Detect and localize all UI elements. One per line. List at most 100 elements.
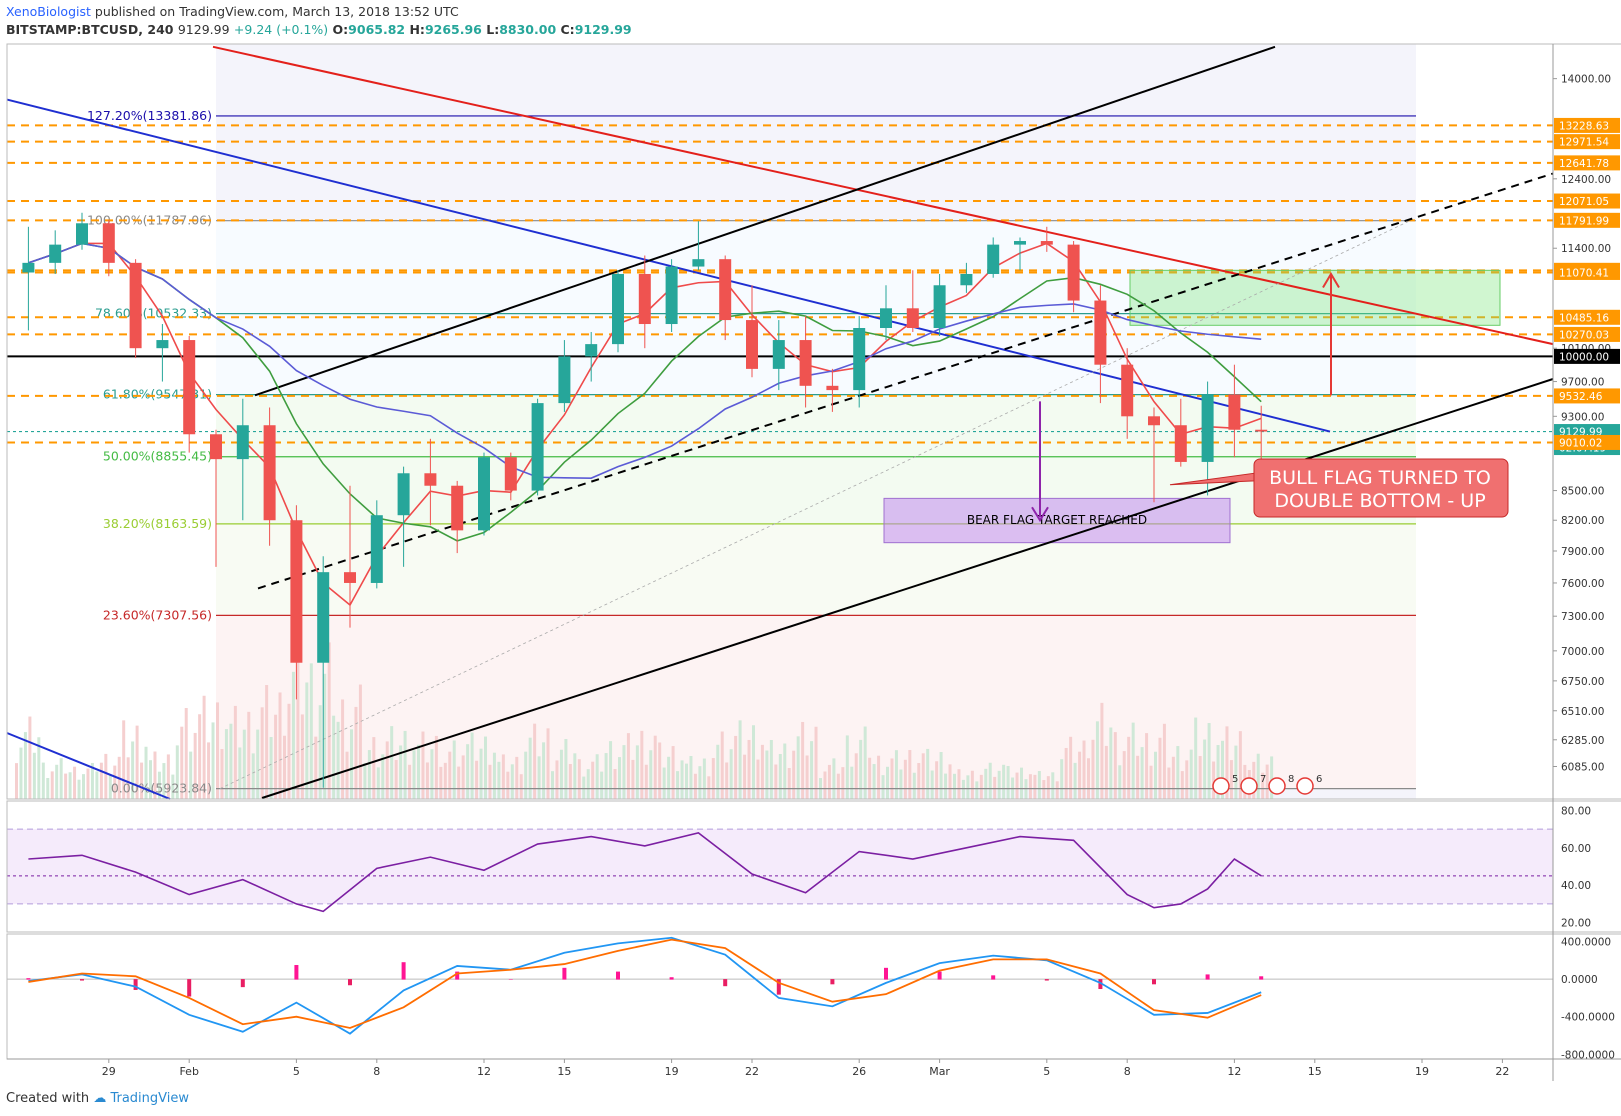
fib-level-label: 50.00%(8855.45) [103,449,212,464]
price-tick-label: 6085.00 [1561,761,1604,773]
volume-bar [698,766,702,799]
volume-bar [157,771,161,799]
price-tick-label: 12400.00 [1561,174,1611,186]
footer-brand[interactable]: TradingView [110,1091,189,1106]
volume-bar [890,758,894,799]
volume-bar [725,762,729,799]
candle-body [478,457,490,531]
tradingview-logo-icon: ☁ [93,1091,107,1106]
volume-bar [140,762,144,799]
rsi-tick-label: 60.00 [1561,843,1591,855]
volume-bar [760,744,764,799]
candle-body [799,340,812,386]
channel-upper-line [254,45,1276,397]
price-axis-label: 12971.54 [1559,137,1609,149]
volume-bar [452,740,456,799]
volume-bar [957,769,961,799]
price-change: +9.24 (+0.1%) [233,22,329,37]
volume-bar [41,762,45,799]
price-tick-label: 8200.00 [1561,515,1604,527]
macd-histogram-bar [26,978,31,980]
price-axis-label-bg [1554,326,1620,342]
fib-zone-low [216,523,1416,616]
volume-bar [37,737,41,799]
volume-bar [872,764,876,799]
open-label: O: [332,22,349,37]
candle-body [1174,425,1187,462]
candle-body [102,223,115,263]
volume-bar [582,776,586,799]
volume-bar [394,759,398,799]
macd-histogram-bar [1098,979,1103,990]
volume-bar [412,750,416,799]
volume-bar [283,735,286,799]
symbol[interactable]: BITSTAMP:BTCUSD, 240 [6,22,174,37]
volume-bar [993,776,997,799]
macd-histogram-bar [616,971,620,980]
volume-bar [1091,739,1095,799]
candle-body [746,320,758,369]
volume-bar [1189,749,1193,799]
fib-anchor-line [219,220,1411,790]
volume-bar [903,759,907,799]
time-tick-label: 12 [1227,1065,1241,1078]
time-tick-label: 19 [1415,1065,1429,1078]
close-label: C: [560,22,575,37]
volume-bar [506,771,510,799]
volume-bar [734,735,738,799]
candle-body [156,340,169,349]
macd-signal-line [28,938,1262,1029]
candle-body [1201,394,1214,462]
volume-bar [341,699,345,799]
volume-bar [756,759,760,799]
volume-bar [814,726,818,799]
candle-body [451,485,464,531]
macd-histogram-bar [1044,979,1049,981]
macd-histogram-bar [294,965,299,980]
author-link[interactable]: XenoBiologist [6,4,91,19]
candle-body [22,262,35,273]
volume-bar [224,729,228,799]
price-axis-label: 12071.05 [1559,196,1609,208]
time-tick-label: 26 [852,1065,866,1078]
volume-bar [564,739,568,799]
price-tick-label: 6750.00 [1561,676,1604,688]
volume-bar [1171,756,1175,799]
rsi-tick-label: 20.00 [1561,918,1591,930]
volume-bar [671,746,675,799]
volume-bar [421,731,425,799]
candle-body [263,425,276,521]
pane-border [6,800,1621,933]
candle-body [585,344,598,357]
time-tick-label: 22 [745,1065,759,1078]
volume-bar [363,763,367,799]
target-zone-green [1129,269,1501,326]
macd-histogram-bar [562,967,567,980]
volume-bar [693,773,697,799]
macd-histogram-bar [1259,976,1264,980]
volume-bar [82,774,85,799]
volume-bar [1167,767,1171,799]
volume-bar [1127,736,1131,799]
volume-bar [832,758,836,799]
volume-bar [1073,762,1077,799]
volume-layer [15,639,1274,799]
time-tick-label: 5 [293,1065,300,1078]
volume-bar [1207,723,1211,799]
candle-body [558,356,571,404]
volume-bar [1087,758,1090,799]
volume-bar [850,766,854,799]
volume-bar [202,695,206,799]
price-tick-label: 6285.00 [1561,735,1604,747]
volume-bar [336,721,340,799]
volume-bar [77,779,81,799]
volume-bar [207,742,211,799]
candle-body [1067,244,1080,301]
volume-bar [555,760,559,799]
volume-bar [626,733,630,799]
volume-bar [1037,771,1041,799]
macd-histogram-bar [991,975,996,980]
volume-bar [921,753,925,799]
time-tick-label: Feb [179,1065,198,1078]
